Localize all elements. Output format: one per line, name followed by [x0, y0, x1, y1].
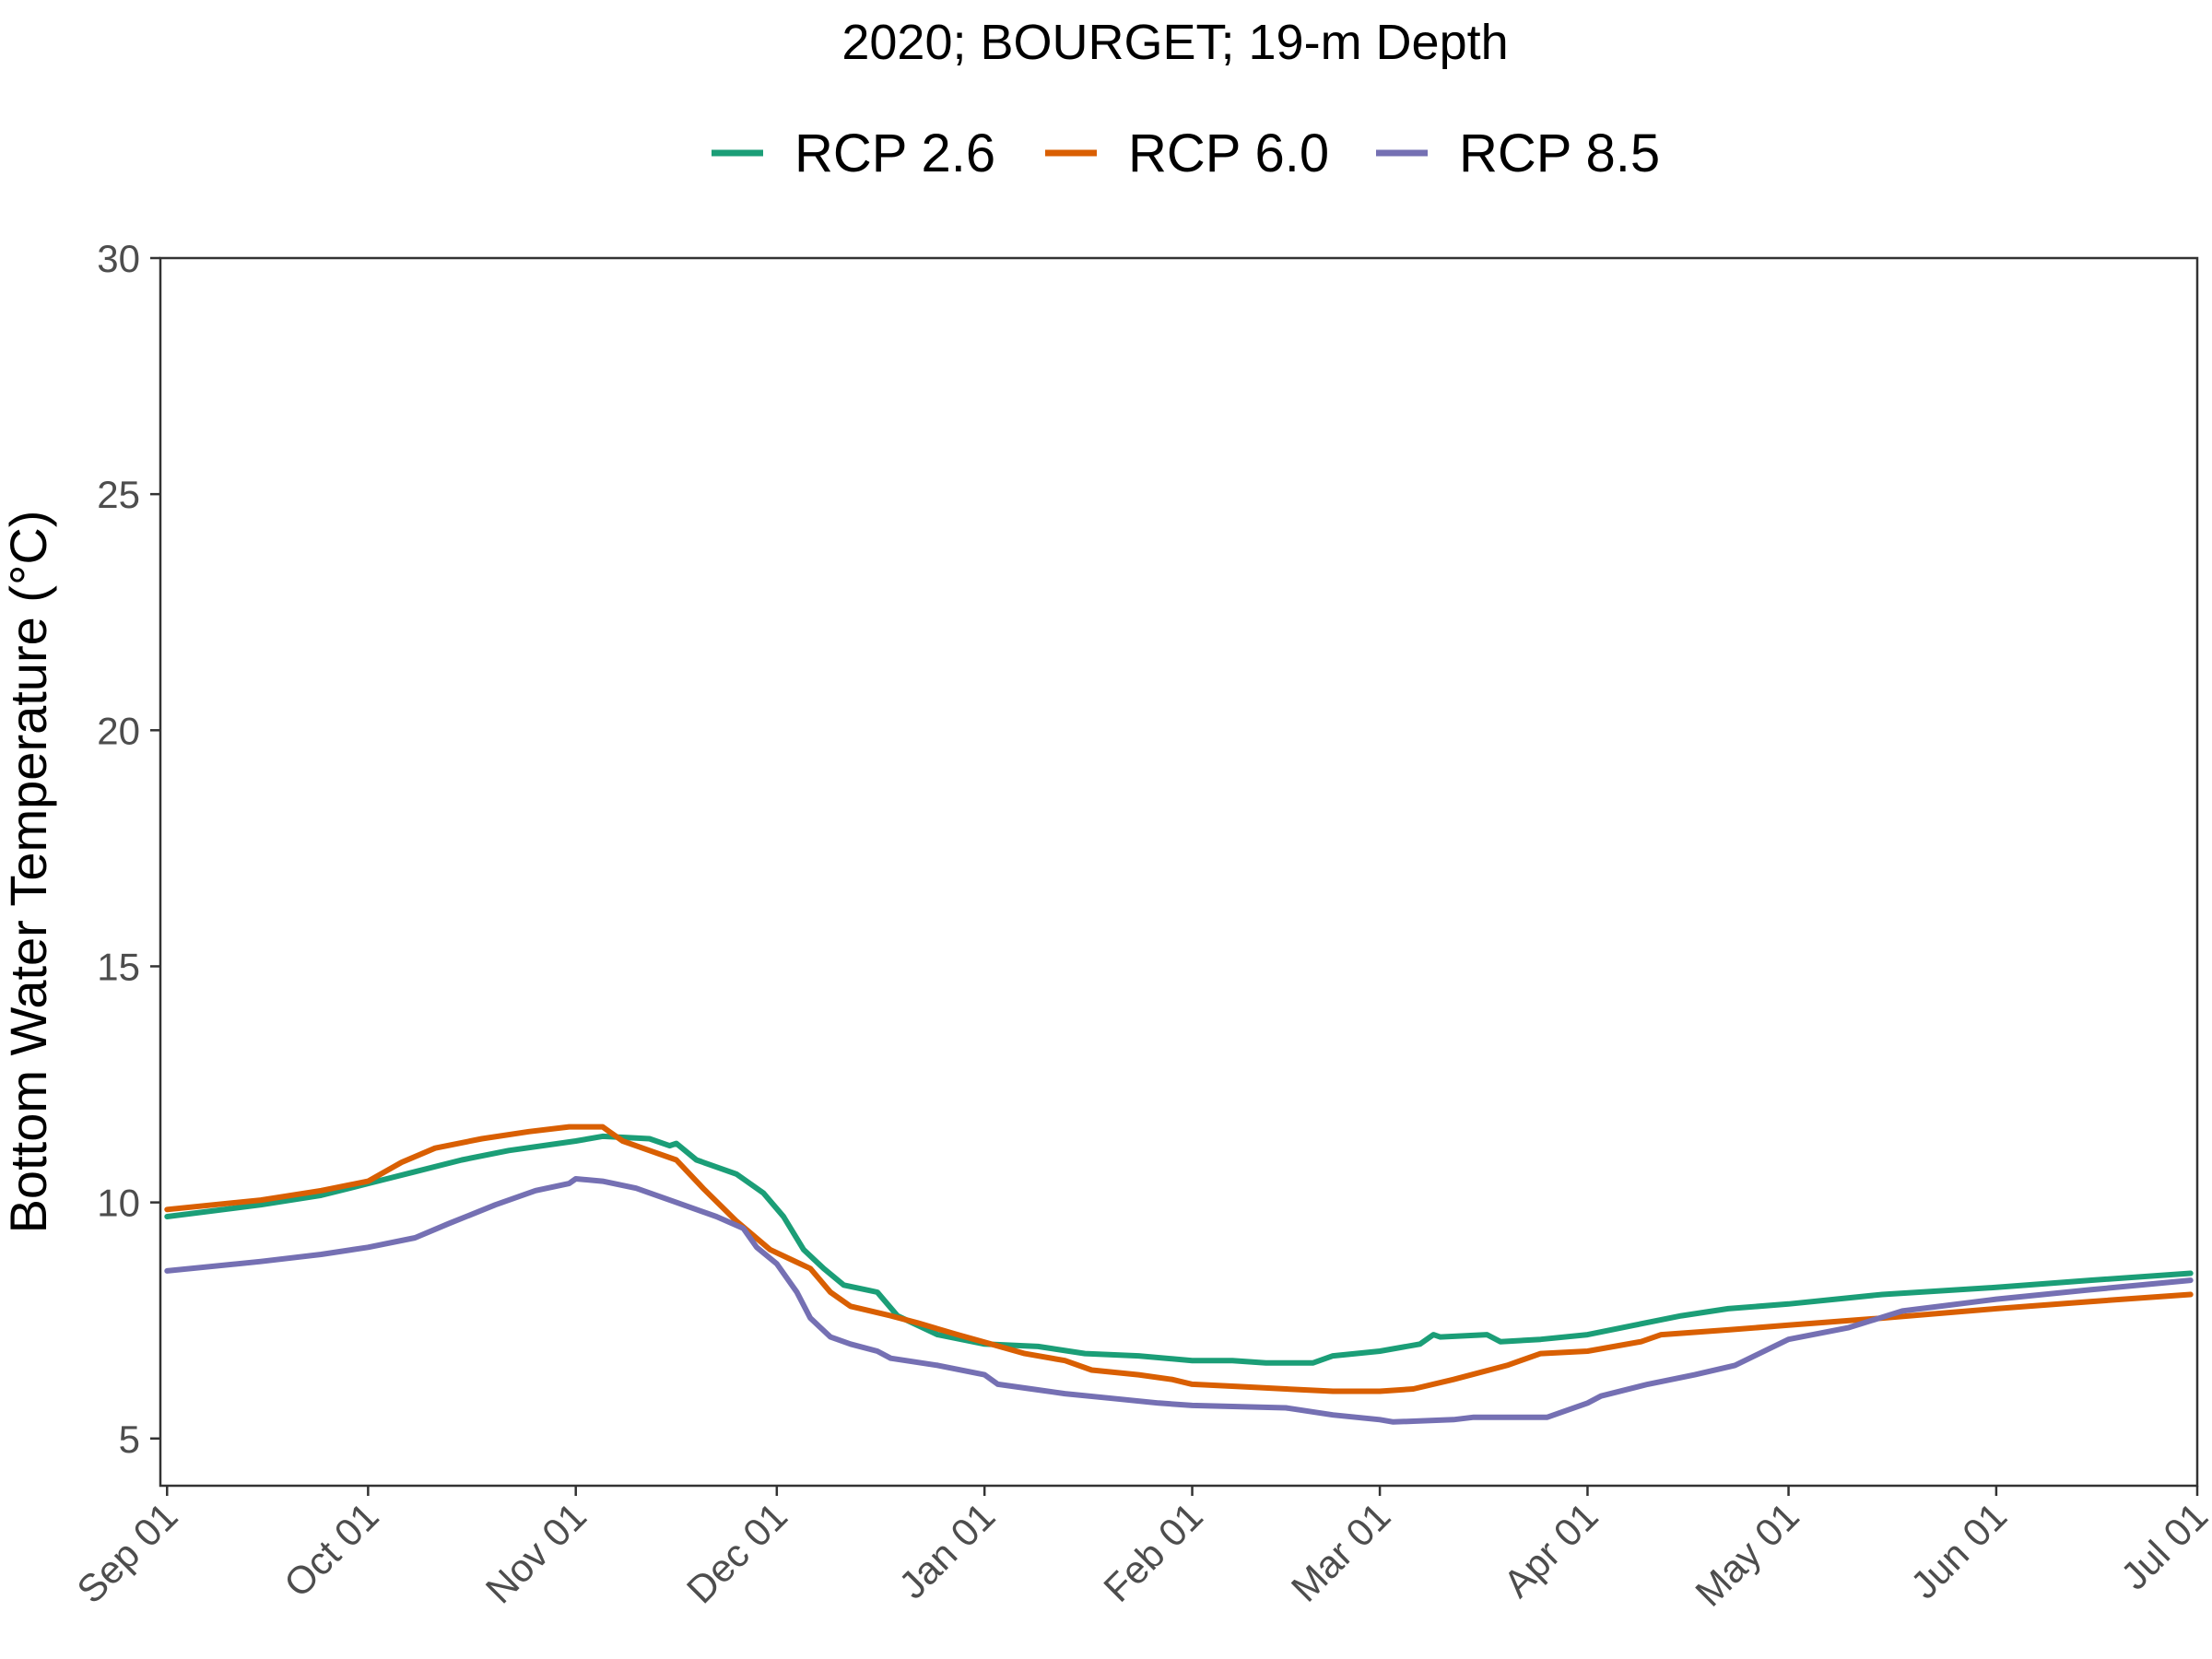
- series-layer: [164, 1124, 2194, 1425]
- x-tick-label: Jan 01: [890, 1494, 1003, 1606]
- x-axis: Sep 01 Oct 01 Nov 01 Dec 01 Jan 01 Feb 01 Mar …: [68, 1486, 2212, 1615]
- series-line-2: [164, 1124, 2194, 1394]
- x-tick-label: Jul 01: [2112, 1494, 2212, 1597]
- x-tick-label: Sep 01: [68, 1494, 185, 1611]
- x-tick-label: Mar 01: [1283, 1494, 1399, 1610]
- legend-label: RCP 8.5: [1459, 124, 1660, 183]
- x-tick-label: Dec 01: [678, 1494, 795, 1611]
- chart-title: 2020; BOURGET; 19-m Depth: [841, 15, 1508, 70]
- legend-label: RCP 6.0: [1128, 124, 1329, 183]
- legend-item-1: RCP 2.6: [712, 124, 995, 183]
- y-tick-label: 25: [97, 473, 140, 516]
- y-axis: 5 10 15 20 25 30: [97, 237, 160, 1461]
- x-tick-label: Feb 01: [1095, 1494, 1211, 1610]
- x-tick-label: Oct 01: [276, 1494, 387, 1606]
- y-tick-label: 15: [97, 945, 140, 988]
- legend-item-2: RCP 6.0: [1045, 124, 1329, 183]
- y-tick-label: 10: [97, 1182, 140, 1225]
- y-axis-title: Bottom Water Temperature (°C): [0, 511, 57, 1234]
- legend-item-3: RCP 8.5: [1376, 124, 1660, 183]
- legend-label: RCP 2.6: [794, 124, 995, 183]
- x-tick-label: May 01: [1687, 1494, 1807, 1615]
- x-tick-label: Apr 01: [1495, 1494, 1606, 1606]
- y-tick-label: 30: [97, 237, 140, 280]
- y-tick-label: 5: [119, 1418, 140, 1461]
- x-tick-label: Nov 01: [477, 1494, 594, 1611]
- legend: RCP 2.6 RCP 6.0 RCP 8.5: [712, 124, 1660, 183]
- plot-panel: [159, 256, 2199, 1488]
- y-tick-label: 20: [97, 709, 140, 752]
- x-tick-label: Jun 01: [1902, 1494, 2015, 1606]
- series-line-3: [164, 1176, 2194, 1425]
- series-line-1: [164, 1133, 2194, 1366]
